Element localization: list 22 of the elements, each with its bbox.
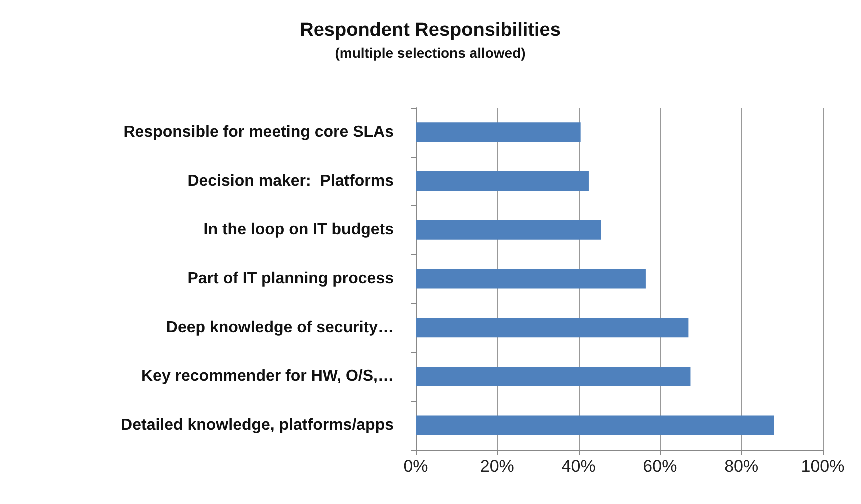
y-tick-label: In the loop on IT budgets: [204, 222, 394, 239]
x-tick-label: 60%: [643, 457, 678, 476]
y-tick-label: Detailed knowledge, platforms/apps: [121, 417, 394, 434]
bar: [416, 416, 774, 436]
bar: [416, 318, 689, 338]
y-tick-label: Deep knowledge of security…: [166, 319, 394, 336]
chart-title: Respondent Responsibilities: [300, 20, 561, 41]
bar: [416, 172, 589, 192]
y-tick-label: Key recommender for HW, O/S,…: [141, 368, 394, 386]
x-tick-label: 0%: [404, 457, 428, 476]
chart-subtitle: (multiple selections allowed): [335, 45, 526, 61]
bar: [416, 366, 691, 386]
x-tick-label: 20%: [480, 457, 514, 476]
y-tick-label: Decision maker: Platforms: [188, 172, 394, 190]
y-tick-label: Part of IT planning process: [188, 270, 394, 288]
bar: [416, 122, 581, 142]
bar: [416, 220, 602, 240]
x-tick-label: 80%: [724, 457, 759, 476]
x-tick-label: 40%: [562, 457, 596, 476]
x-tick-label: 100%: [801, 457, 845, 476]
y-tick-label: Responsible for meeting core SLAs: [124, 124, 394, 141]
bar: [416, 269, 646, 289]
